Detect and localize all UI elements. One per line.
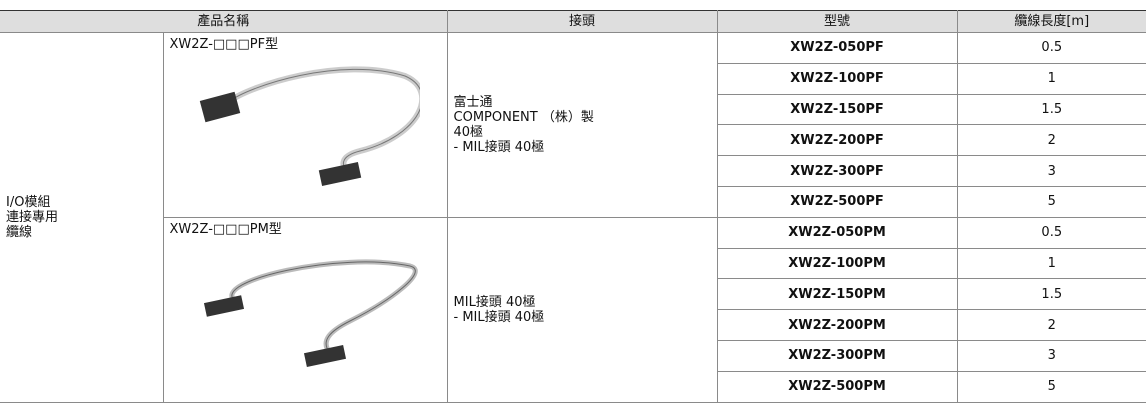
length-cell: 3: [956, 155, 1146, 187]
table-row: XW2Z-200PF 2: [0, 124, 1146, 157]
model-cell: XW2Z-150PF: [717, 93, 958, 126]
connector-cell: 富士通 COMPONENT （株）製 40極 - MIL接頭 40極: [446, 32, 718, 218]
model-cell: XW2Z-100PF: [717, 62, 958, 95]
connector-line: - MIL接頭 40極: [453, 309, 545, 325]
model-cell: XW2Z-100PM: [717, 247, 958, 280]
table-row: XW2Z-100PF 1: [0, 62, 1146, 95]
length-cell: 0.5: [956, 32, 1146, 64]
category-line: I/O模組: [6, 194, 51, 210]
length-cell: 1: [956, 62, 1146, 95]
length-cell: 2: [956, 124, 1146, 157]
table-row: XW2Z-150PM 1.5: [0, 278, 1146, 311]
header-cell: 纜線長度[m]: [956, 10, 1146, 33]
category-line: 纜線: [6, 224, 33, 240]
product-cell: XW2Z-□□□PF型: [162, 32, 448, 218]
product-name: XW2Z-□□□PF型: [169, 37, 279, 52]
cable-image: [199, 66, 420, 186]
category-line: 連接專用: [6, 209, 59, 225]
connector-line: 富士通: [453, 94, 493, 110]
header-cell: 型號: [716, 10, 958, 33]
table-row: I/O模組 連接專用 纜線 XW2Z-□□□PF型 富士通 COMPONENT （株）製 4…: [0, 32, 1146, 403]
product-name: XW2Z-□□□PM型: [169, 221, 282, 237]
length-cell: 1.5: [956, 93, 1146, 126]
model-cell: XW2Z-150PM: [717, 278, 958, 311]
model-cell: XW2Z-050PM: [716, 216, 958, 249]
connector-line: - MIL接頭 40極: [453, 139, 545, 155]
table-row: XW2Z-300PM 3: [0, 339, 1146, 372]
length-cell: 1: [956, 247, 1146, 280]
model-cell: XW2Z-200PF: [717, 124, 958, 157]
table-row: XW2Z-□□□PM型 MIL接頭 40極 - MIL接頭 40極 XW2Z-050P…: [0, 216, 1146, 403]
model-cell: XW2Z-050PF: [716, 32, 958, 64]
cable-image: [203, 259, 418, 367]
length-cell: 5: [956, 370, 1146, 403]
length-cell: 0.5: [956, 216, 1146, 249]
model-cell: XW2Z-500PF: [717, 185, 958, 218]
length-cell: 5: [956, 185, 1146, 218]
length-cell: 3: [956, 339, 1146, 372]
connector-line: 40極: [453, 124, 484, 140]
table-row: XW2Z-500PF 5: [0, 185, 1146, 218]
header-cell: 接頭: [446, 10, 718, 33]
model-cell: XW2Z-300PF: [717, 155, 958, 187]
length-cell: 2: [956, 309, 1146, 341]
model-cell: XW2Z-500PM: [717, 370, 958, 403]
product-cell: XW2Z-□□□PM型: [163, 216, 448, 403]
header-cell: 產品名稱: [0, 10, 448, 33]
product-table: 產品名稱 接頭 型號 纜線長度[m] I/O模組 連接專用 纜線 XW2Z-□□□PF…: [0, 10, 1146, 403]
model-cell: XW2Z-300PM: [717, 339, 958, 372]
table-body: I/O模組 連接專用 纜線 XW2Z-□□□PF型 富士通 COMPONENT （株）製 4…: [0, 32, 1146, 403]
model-cell: XW2Z-200PM: [717, 309, 958, 341]
table-row: XW2Z-150PF 1.5: [0, 93, 1146, 126]
header-row: 產品名稱 接頭 型號 纜線長度[m]: [0, 10, 1146, 33]
category-cell: I/O模組 連接專用 纜線: [0, 32, 164, 403]
table-row: XW2Z-500PM 5: [0, 370, 1146, 403]
length-cell: 1.5: [956, 278, 1146, 311]
connector-line: MIL接頭 40極: [453, 294, 536, 310]
connector-cell: MIL接頭 40極 - MIL接頭 40極: [446, 216, 718, 403]
table-row: XW2Z-100PM 1: [0, 247, 1146, 280]
table-row: XW2Z-300PF 3: [0, 155, 1146, 187]
connector-line: COMPONENT （株）製: [453, 109, 594, 125]
